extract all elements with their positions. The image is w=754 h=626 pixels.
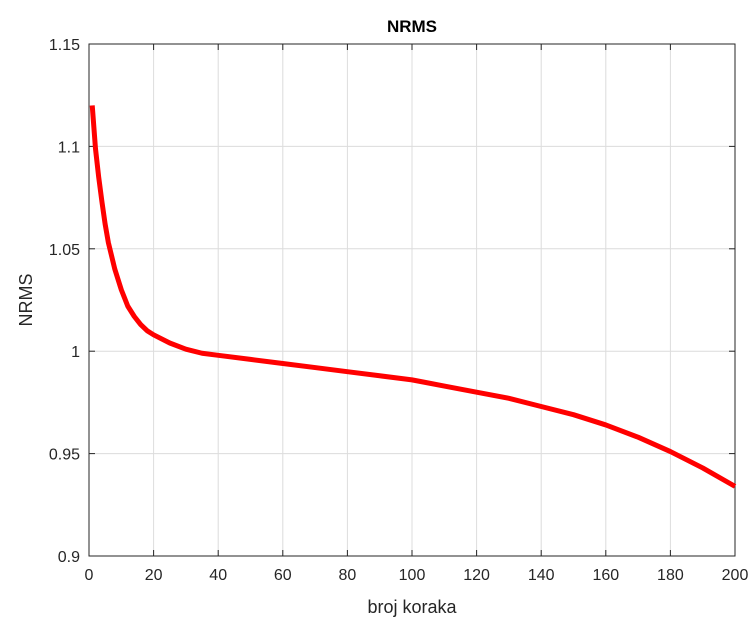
x-tick-label: 180 (657, 567, 684, 584)
x-tick-label: 40 (209, 567, 227, 584)
y-tick-label: 0.95 (49, 447, 80, 464)
x-tick-label: 60 (274, 567, 292, 584)
grid-lines (88, 43, 736, 557)
x-tick-label: 140 (528, 567, 555, 584)
x-tick-label: 0 (85, 567, 94, 584)
series-layer (89, 105, 737, 489)
x-tick-label: 160 (592, 567, 619, 584)
series-line-0 (89, 105, 737, 489)
x-axis-label: broj koraka (367, 597, 457, 617)
y-tick-label: 1.1 (58, 139, 80, 156)
y-tick-label: 1 (71, 344, 80, 361)
y-axis-label: NRMS (16, 274, 36, 327)
x-tick-label: 20 (145, 567, 163, 584)
x-tick-label: 100 (399, 567, 426, 584)
x-tick-label: 120 (463, 567, 490, 584)
x-tick-label: 80 (339, 567, 357, 584)
y-tick-label: 0.9 (58, 549, 80, 566)
y-tick-label: 1.05 (49, 242, 80, 259)
chart-title: NRMS (387, 17, 437, 36)
y-tick-label: 1.15 (49, 37, 80, 54)
x-tick-label: 200 (722, 567, 749, 584)
axis-ticks: 0 20 40 60 80 100 120 140 160 180 200 0.9 0.95 1 1.05 1… (49, 37, 749, 584)
